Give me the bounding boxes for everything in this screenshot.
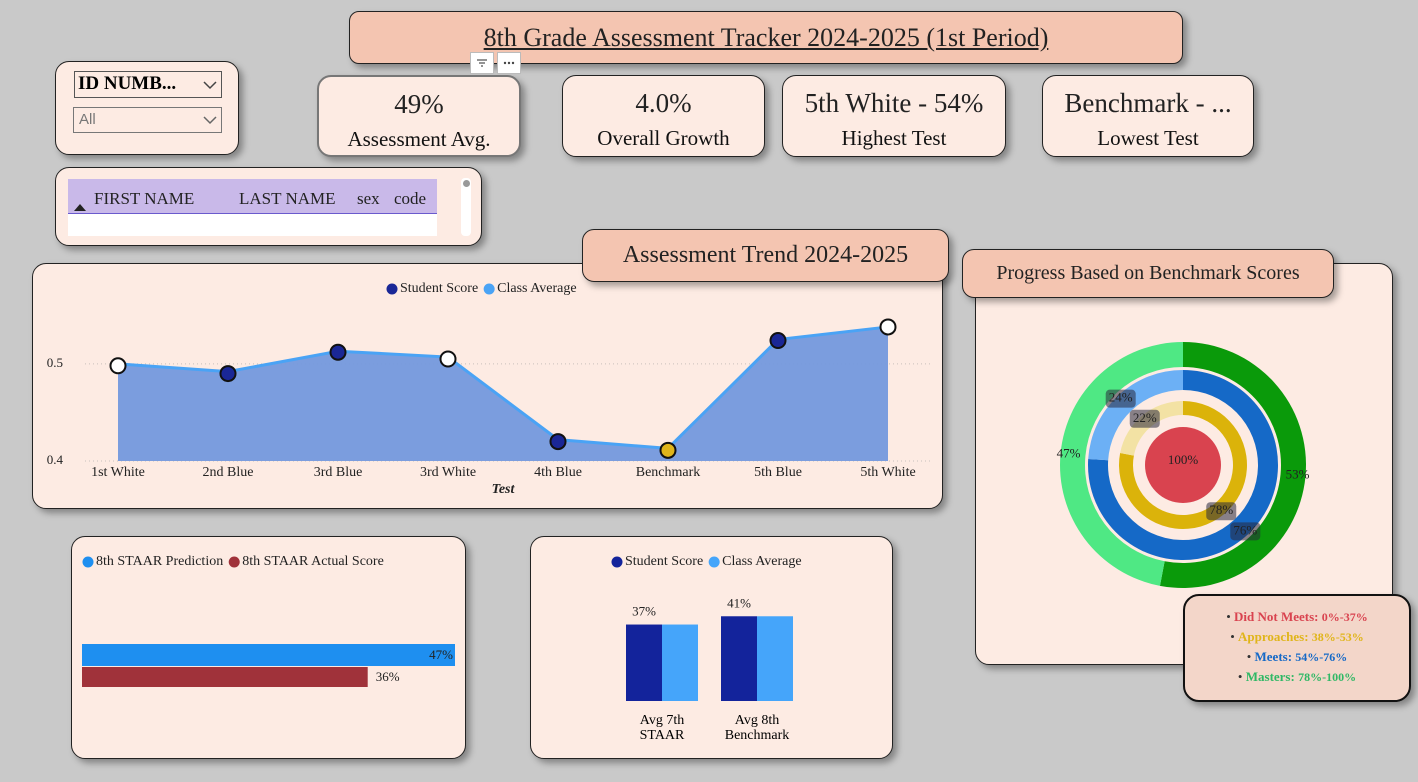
card-value: 5th White - 54%	[804, 88, 984, 118]
card: 4.0% Overall Growth	[562, 75, 765, 157]
table-header: FIRST NAME LAST NAME sex code	[68, 179, 437, 214]
chart-title: Assessment Trend 2024-2025	[622, 242, 909, 268]
legend-name: Masters:	[1245, 669, 1295, 684]
filter-glyph	[477, 59, 487, 67]
legend-range: 0%-37%	[1321, 610, 1368, 624]
card: 5th White - 54% Highest Test	[782, 75, 1006, 157]
card[interactable]: 49% Assessment Avg.	[317, 75, 521, 157]
card-label: Assessment Avg.	[347, 127, 491, 151]
donut-header: Progress Based on Benchmark Scores	[962, 249, 1334, 298]
card-value: Benchmark - ...	[1064, 88, 1232, 118]
card: Benchmark - ... Lowest Test	[1042, 75, 1254, 157]
x-tick-label: Avg 7th STAAR	[639, 713, 685, 743]
slicer-label: ID NUMB...	[78, 73, 177, 94]
legend-line: Masters: 78%-100%	[1185, 667, 1409, 687]
legend-range: 38%-53%	[1311, 630, 1364, 644]
card-label: Overall Growth	[597, 126, 730, 150]
filter-icon[interactable]	[470, 52, 494, 74]
card-value: 49%	[394, 89, 444, 119]
scrollbar[interactable]	[461, 178, 471, 236]
page-title: 8th Grade Assessment Tracker 2024-2025 (…	[483, 23, 1049, 52]
legend-name: Approaches:	[1238, 629, 1309, 644]
card-label: Highest Test	[841, 126, 947, 150]
chart-title: Progress Based on Benchmark Scores	[996, 262, 1300, 284]
avg-panel	[530, 536, 893, 759]
legend-line: Did Not Meets: 0%-37%	[1185, 607, 1409, 627]
sort-arrow	[74, 204, 86, 211]
table-body	[68, 214, 437, 236]
legend-range: 54%-76%	[1295, 650, 1348, 664]
slicer-header[interactable]: ID NUMB...	[74, 71, 222, 98]
table-panel: FIRST NAME LAST NAME sex code	[55, 167, 482, 246]
column-header[interactable]: code	[394, 189, 427, 208]
trend-panel	[32, 263, 943, 509]
trend-header: Assessment Trend 2024-2025	[582, 229, 949, 282]
more-glyph	[503, 61, 515, 65]
scroll-thumb[interactable]	[462, 180, 470, 187]
column-header[interactable]: LAST NAME	[239, 189, 336, 208]
staar-panel	[71, 536, 466, 759]
more-icon[interactable]	[497, 52, 521, 74]
slicer-panel: ID NUMB... All	[55, 61, 239, 155]
legend-name: Did Not Meets:	[1234, 609, 1319, 624]
column-header[interactable]: sex	[357, 189, 380, 208]
chevron	[203, 116, 217, 125]
legend-line: Approaches: 38%-53%	[1185, 627, 1409, 647]
legend-range: 78%-100%	[1298, 670, 1357, 684]
chevron	[203, 81, 217, 90]
card-label: Lowest Test	[1097, 126, 1199, 150]
x-tick-label: Avg 8th Benchmark	[724, 713, 790, 743]
slicer-dropdown[interactable]: All	[73, 107, 222, 133]
score-legend: Did Not Meets: 0%-37%Approaches: 38%-53%…	[1183, 594, 1411, 702]
slicer-value: All	[79, 111, 96, 128]
legend-name: Meets:	[1254, 649, 1293, 664]
card-value: 4.0%	[635, 88, 692, 118]
legend-line: Meets: 54%-76%	[1185, 647, 1409, 667]
column-header[interactable]: FIRST NAME	[94, 189, 195, 208]
